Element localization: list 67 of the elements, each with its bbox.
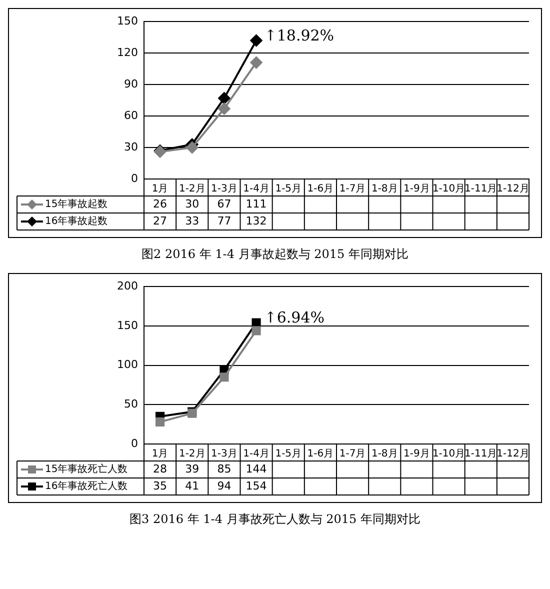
y-tick-label: 0 (131, 436, 138, 450)
data-label: 30 (185, 197, 200, 210)
x-tick-label: 1-9月 (404, 448, 430, 460)
y-tick-label: 150 (117, 14, 138, 28)
text: 图2 2016 年 1-4 月事故起数与 2015 年同期对比 (140, 246, 410, 263)
y-tick-label: 30 (124, 140, 138, 154)
point (218, 92, 230, 104)
x-tick-label: 1-3月 (211, 184, 238, 195)
x-tick-label: 1-7月 (339, 448, 366, 460)
y-tick-label: 60 (124, 108, 138, 122)
data-label: 144 (246, 462, 267, 476)
x-tick-label: 1-2月 (178, 448, 206, 460)
x-tick-label: 1-10月 (432, 184, 466, 195)
legend-label: 16年事故死亡人数 (45, 480, 128, 492)
x-tick-label: 1-2月 (178, 184, 206, 195)
x-tick-label: 1-8月 (371, 448, 398, 460)
x-tick-label: 1月 (152, 184, 168, 195)
x-tick-label: 1-6月 (307, 184, 334, 195)
data-label: 28 (153, 462, 168, 476)
data-label: 39 (185, 462, 200, 476)
x-tick-label: 1-6月 (307, 448, 334, 460)
point (156, 417, 165, 426)
data-label: 41 (185, 479, 200, 492)
x-tick-label: 1-4月 (243, 184, 270, 195)
data-label: 154 (246, 479, 267, 492)
x-tick-label: 1-11月 (464, 184, 498, 195)
y-tick-label: 50 (124, 398, 138, 411)
data-label: 77 (217, 214, 232, 228)
text: 图3 2016 年 1-4 月事故死亡人数与 2015 年同期对比 (128, 511, 422, 528)
data-label: 67 (217, 197, 232, 210)
data-label: 111 (246, 197, 267, 210)
data-label: 33 (185, 214, 200, 228)
annotation: ↑6.94% (264, 308, 325, 327)
legend-label: 15年事故死亡人数 (45, 463, 128, 476)
data-label: 35 (153, 479, 168, 492)
annotation: ↑18.92% (264, 26, 334, 44)
x-tick-label: 1-11月 (464, 448, 498, 460)
y-tick-label: 90 (124, 77, 138, 90)
data-label: 26 (153, 197, 168, 210)
y-tick-label: 150 (117, 318, 138, 332)
x-tick-label: 1-5月 (275, 184, 302, 195)
x-tick-label: 1-12月 (496, 448, 530, 460)
x-tick-label: 1月 (152, 448, 168, 460)
x-tick-label: 1-7月 (339, 184, 366, 195)
x-tick-label: 1-12月 (496, 184, 530, 195)
data-label: 85 (217, 462, 232, 476)
point (220, 372, 229, 382)
x-tick-label: 1-8月 (371, 184, 398, 195)
point (250, 34, 262, 46)
point (218, 102, 230, 115)
y-tick-label: 100 (117, 358, 138, 372)
legend-label: 15年事故起数 (45, 198, 108, 210)
x-tick-label: 1-10月 (432, 448, 466, 460)
x-tick-label: 1-5月 (275, 448, 302, 460)
x-tick-label: 1-3月 (211, 448, 238, 460)
x-tick-label: 1-4月 (243, 448, 270, 460)
point (250, 56, 262, 69)
y-tick-label: 0 (131, 172, 138, 185)
data-label: 94 (217, 479, 232, 492)
point (252, 326, 261, 336)
data-label: 27 (153, 214, 168, 228)
x-tick-label: 1-9月 (404, 184, 430, 195)
legend-label: 16年事故起数 (45, 215, 108, 228)
point (186, 142, 198, 154)
data-label: 132 (246, 214, 267, 228)
y-tick-label: 200 (117, 279, 138, 292)
y-tick-label: 120 (117, 46, 138, 59)
